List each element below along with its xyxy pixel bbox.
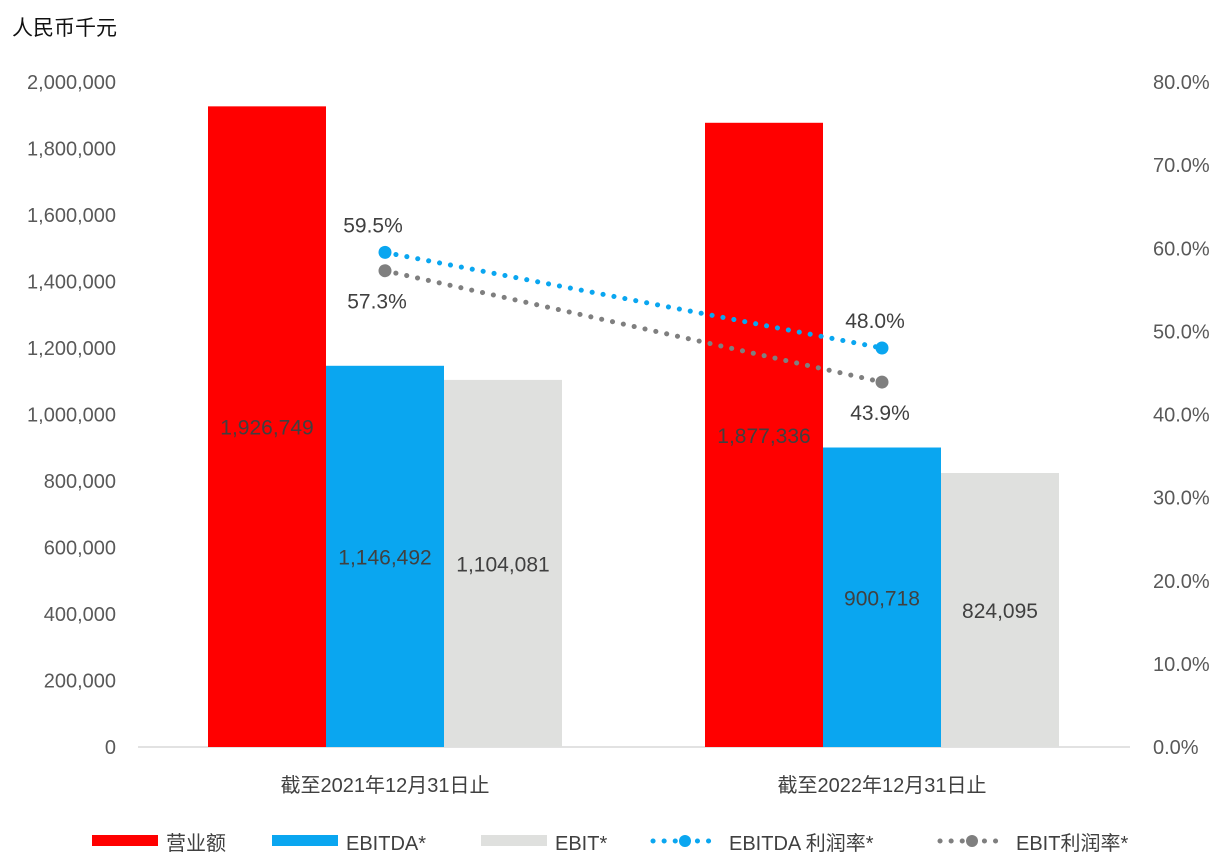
bar: [326, 365, 444, 747]
y-left-tick-label: 200,000: [44, 671, 116, 693]
x-category-label: 截至2022年12月31日止: [778, 774, 987, 797]
unit-label: 人民币千元: [12, 16, 117, 40]
y-right-tick-label: 20.0%: [1153, 571, 1210, 593]
legend-swatch: [92, 835, 158, 846]
line-marker: [875, 341, 889, 355]
bar: [823, 447, 941, 747]
y-right-tick-label: 10.0%: [1153, 654, 1210, 676]
y-left-tick-label: 400,000: [44, 604, 116, 626]
y-right-tick-label: 30.0%: [1153, 488, 1210, 510]
line-data-label: 57.3%: [347, 291, 407, 314]
y-left-tick-label: 1,200,000: [27, 338, 116, 360]
y-left-tick-label: 600,000: [44, 538, 116, 560]
bar-data-label: 900,718: [844, 587, 920, 610]
legend-label: EBIT*: [555, 833, 607, 855]
bar-data-label: 1,146,492: [338, 546, 431, 569]
x-category-label: 截至2021年12月31日止: [281, 774, 490, 797]
line-marker: [875, 375, 889, 389]
legend-marker: [966, 835, 978, 847]
bar-data-label: 1,104,081: [456, 553, 549, 576]
legend-label: EBITDA*: [346, 833, 426, 855]
bar: [208, 106, 326, 747]
y-right-tick-label: 80.0%: [1153, 72, 1210, 94]
legend-marker: [679, 835, 691, 847]
y-left-tick-label: 0: [105, 737, 116, 759]
y-right-tick-label: 0.0%: [1153, 737, 1199, 759]
y-left-tick-label: 2,000,000: [27, 72, 116, 94]
y-right-tick-label: 70.0%: [1153, 155, 1210, 177]
bar-data-label: 1,877,336: [717, 425, 810, 448]
y-right-tick-label: 60.0%: [1153, 238, 1210, 260]
line-series: [382, 249, 885, 351]
y-left-tick-label: 800,000: [44, 471, 116, 493]
line-data-label: 59.5%: [343, 214, 403, 237]
legend-swatch: [272, 835, 338, 846]
legend-swatch: [481, 835, 547, 846]
y-right-tick-label: 40.0%: [1153, 405, 1210, 427]
legend-label: 营业额: [166, 832, 226, 855]
line-series: [382, 268, 885, 385]
line-data-label: 48.0%: [845, 310, 905, 333]
y-left-tick-label: 1,400,000: [27, 272, 116, 294]
y-left-tick-label: 1,800,000: [27, 139, 116, 161]
bar: [444, 379, 562, 747]
line-marker: [378, 245, 392, 259]
y-right-tick-label: 50.0%: [1153, 321, 1210, 343]
bar: [705, 122, 823, 748]
legend-label: EBIT利润率*: [1016, 832, 1128, 855]
y-left-tick-label: 1,600,000: [27, 205, 116, 227]
y-left-tick-label: 1,000,000: [27, 405, 116, 427]
bar-data-label: 824,095: [962, 600, 1038, 623]
line-marker: [378, 264, 392, 278]
bar-data-label: 1,926,749: [220, 417, 313, 440]
line-data-label: 43.9%: [850, 402, 910, 425]
bar: [941, 472, 1059, 747]
legend-label: EBITDA 利润率*: [729, 832, 874, 855]
